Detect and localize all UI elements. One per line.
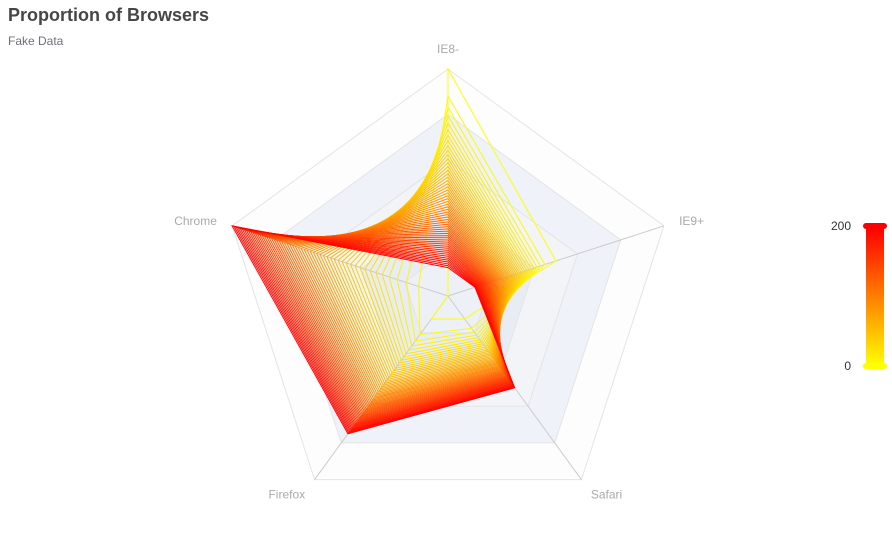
visual-map-max-label: 200 [831,219,851,233]
radar-axis-label: Safari [591,488,622,502]
visual-map-handle-bottom [863,363,887,369]
radar-axis-label: Chrome [174,214,217,228]
visual-map-handle-top [863,223,887,229]
radar-axis-label: IE9+ [679,214,704,228]
radar-axis-labels: IE8- IE9+ Safari Firefox Chrome [174,42,704,502]
radar-axis-label: Firefox [268,488,305,502]
chart-title: Proportion of Browsers [8,5,210,25]
radar-series [231,67,557,435]
radar-series-line [231,225,516,435]
radar-axis-label: IE8- [437,42,459,56]
visual-map-bar [866,228,884,366]
visual-map-min-label: 0 [844,359,851,373]
chart-subtitle: Fake Data [8,34,64,48]
radar-spoke [314,295,449,480]
